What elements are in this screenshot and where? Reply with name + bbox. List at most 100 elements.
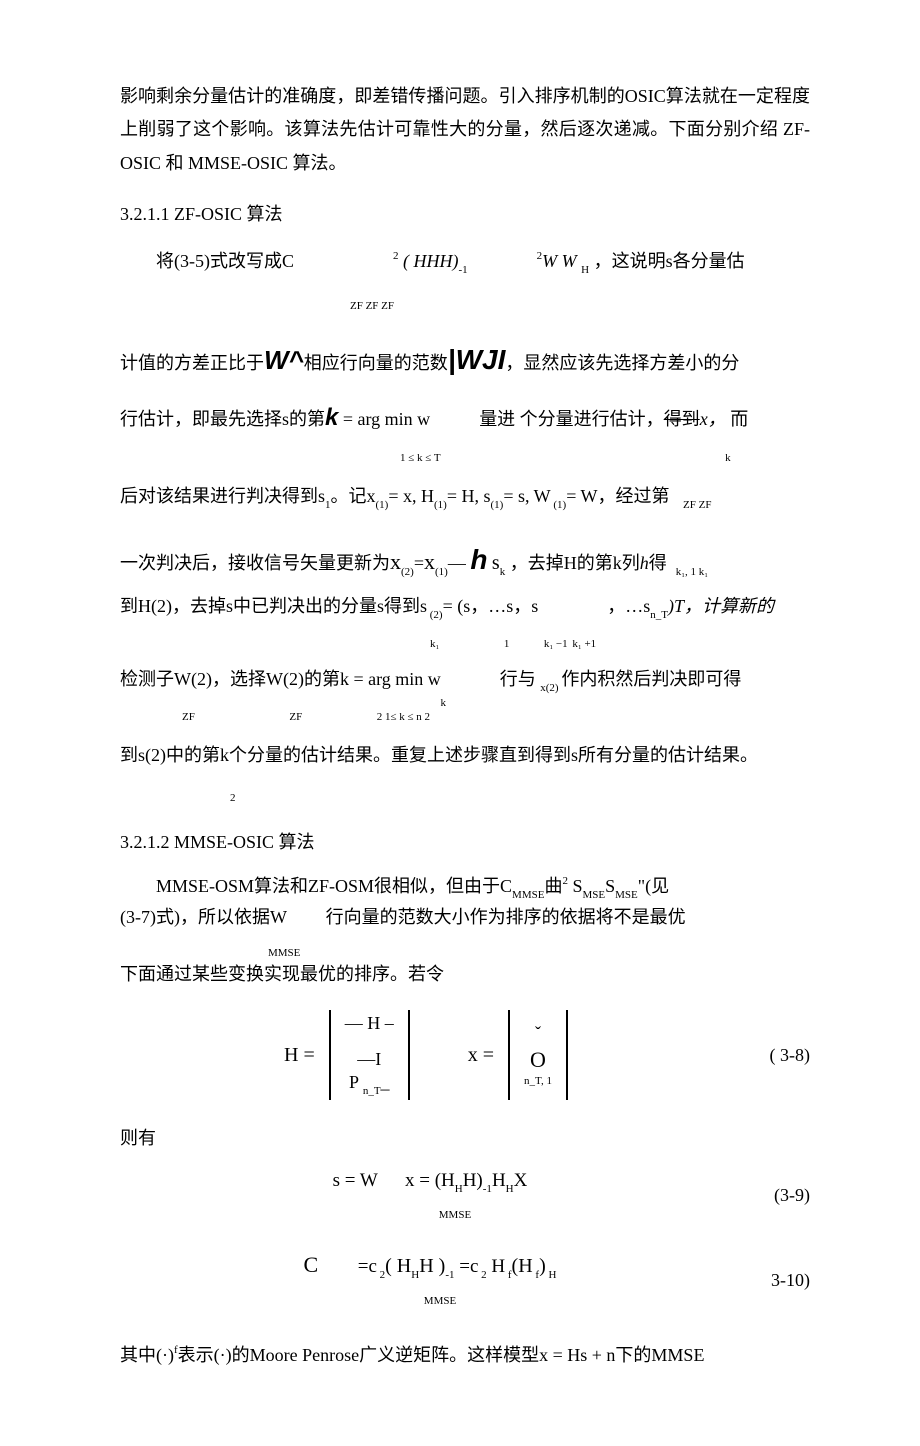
x1: (1) <box>376 499 389 511</box>
s1: (1) <box>490 499 503 511</box>
argsub: 2 1≤ k ≤ n 2 <box>377 711 430 723</box>
zf-tail: ZF ZF <box>683 499 711 511</box>
eq: =c <box>358 1256 377 1277</box>
zf2: ZF <box>289 711 302 723</box>
ww-sub: H <box>581 264 589 276</box>
eq: = (s，…s，s <box>443 596 539 616</box>
sk: s <box>492 552 500 574</box>
text: 得 <box>649 553 667 573</box>
x2: x <box>390 549 401 574</box>
zf-line-1: 将(3-5)式改写成C 2 ( HHH)-1 2W W H ，这说明s各分量估 … <box>120 245 810 316</box>
argmin-sub: 1 ≤ k ≤ T <box>400 452 441 464</box>
sq: 2 <box>562 875 568 887</box>
text: 行向量的范数大小作为排序的依据将不是最优 <box>326 907 686 927</box>
pre: 其中(·) <box>120 1345 174 1365</box>
text: 。记x <box>331 486 376 506</box>
argmin: = arg min w <box>343 409 430 429</box>
nt: n_T <box>650 609 668 621</box>
section-3-2-1-1-head: 3.2.1.1 ZF-OSIC 算法 <box>120 198 810 231</box>
text: 作内积然后判决即可得 <box>561 669 741 689</box>
zf-sub: ZF ZF ZF <box>350 296 394 316</box>
eq-number: ( 3-8) <box>740 1039 810 1072</box>
text: 行估计，即最先选择s的第 <box>120 409 325 429</box>
mmse: MMSE <box>439 1209 471 1221</box>
eq2: =c <box>454 1256 478 1277</box>
r3: P <box>349 1072 363 1092</box>
zf-line-6: 到H(2)，去掉s中已判决出的分量s得到s (2)= (s，…s，s ，…sn_… <box>120 594 810 653</box>
text: ，…s <box>607 596 650 616</box>
hf: H <box>487 1256 505 1277</box>
2a: 2 <box>377 1269 385 1281</box>
matrix-H: — H – —I P n_T_ <box>321 1008 418 1102</box>
rest: 表示(·)的Moore Penrose广义逆矩阵。这样模型x = Hs + n下… <box>178 1345 705 1365</box>
h2: H <box>506 1183 514 1195</box>
C: C <box>304 1252 319 1277</box>
k-bold: k <box>325 404 338 431</box>
s2: S <box>605 876 615 896</box>
h1: H <box>455 1183 463 1195</box>
page-root: 影响剩余分量估计的准确度，即差错传播问题。引入排序机制的OSIC算法就在一定程度… <box>0 0 920 1446</box>
eq-number: (3-9) <box>740 1179 810 1212</box>
big-wji: |WJI <box>448 344 506 375</box>
text: 一次判决后，接收信号矢量更新为 <box>120 553 390 573</box>
text: 到s(2)中的第k个分量的估计结果。重复上述步骤直到得到s所有分量的估计结果。 <box>120 745 758 765</box>
x-eq: x = <box>468 1037 494 1074</box>
quote: "(见 <box>638 876 669 896</box>
text: 而 <box>730 409 748 429</box>
sub2: 1 <box>504 638 510 650</box>
p2: H ) <box>419 1255 445 1277</box>
s1: S <box>572 876 582 896</box>
cmmse: MMSE <box>512 889 544 901</box>
k1: k₁ <box>430 638 439 650</box>
rest2: H) <box>463 1170 483 1191</box>
zeyou: 则有 <box>120 1122 810 1155</box>
inv-sup: -1 <box>459 264 468 276</box>
rest3: H <box>492 1170 506 1191</box>
p1: ( H <box>385 1255 411 1277</box>
ww: W W <box>542 251 581 271</box>
mid: k₁ −1 <box>544 638 571 650</box>
mmse: MMSE <box>424 1295 456 1307</box>
equation-3-10: C =c 2( HHH )-1 =c 2 H f(H f) H MMSE 3-1… <box>120 1252 810 1308</box>
r3: n_T, 1 <box>524 1074 552 1088</box>
H-eq: H = <box>284 1037 315 1074</box>
minus: — <box>448 553 466 573</box>
zf-line-5: 一次判决后，接收信号矢量更新为x(2)=x(1)— h sk ，去掉H的第k列h… <box>120 540 810 580</box>
text: 相应行向量的范数 <box>304 353 448 373</box>
intro-paragraph: 影响剩余分量估计的准确度，即差错传播问题。引入排序机制的OSIC算法就在一定程度… <box>120 80 810 180</box>
hhh: HHH <box>414 251 453 271</box>
zf-line-7: 检测子W(2)，选择W(2)的第k = arg min w 行与 x(2) 作内… <box>120 667 810 726</box>
r2: —I <box>357 1048 381 1071</box>
equation-3-9: s = W x = (HHH)-1HHX MMSE (3-9) <box>120 1170 810 1222</box>
text: (3-7)式)，所以依据W <box>120 907 287 927</box>
x: x， <box>700 409 726 429</box>
zf-line-2: 计值的方差正比于W^相应行向量的范数|WJI，显然应该先选择方差小的分 <box>120 334 810 386</box>
p3: (H <box>512 1255 533 1277</box>
h1: (1) <box>434 499 447 511</box>
2b: 2 <box>478 1269 486 1281</box>
T: )T，计算新的 <box>668 596 774 616</box>
r2: O <box>530 1046 546 1075</box>
text: MMSE-OSM算法和ZF-OSM很相似，但由于C <box>156 876 512 896</box>
k: k <box>441 697 447 709</box>
matrix-x: ˇ O n_T, 1 <box>500 1010 576 1100</box>
text: 行与 <box>500 669 541 689</box>
equation-3-8: H = — H – —I P n_T_ x = <box>120 1008 810 1102</box>
zf-line-8: 到s(2)中的第k个分量的估计结果。重复上述步骤直到得到s所有分量的估计结果。 … <box>120 739 810 808</box>
x2: x(2) <box>540 682 561 694</box>
sup-2: 2 <box>393 250 399 262</box>
text: ，显然应该先选择方差小的分 <box>505 353 739 373</box>
sk-sub: k <box>500 566 506 578</box>
text: 将(3-5)式改写成C <box>156 251 294 271</box>
h1: H <box>411 1269 419 1281</box>
sub2: 2 <box>230 792 236 804</box>
p4: ) <box>539 1255 546 1277</box>
x1: x <box>424 549 435 574</box>
text: ，去掉H的第k列 <box>510 553 640 573</box>
text: 检测子W(2)，选择W(2)的第k = arg min w <box>120 669 441 689</box>
section-3-2-1-2-head: 3.2.1.2 MMSE-OSIC 算法 <box>120 826 810 859</box>
big-wcaret: W^ <box>264 345 304 375</box>
r3sub: n_T <box>363 1085 381 1097</box>
x1sub: (1) <box>435 566 448 578</box>
mmse-line-1: MMSE-OSM算法和ZF-OSM很相似，但由于CMMSE曲2 SMSESMSE… <box>120 873 810 988</box>
